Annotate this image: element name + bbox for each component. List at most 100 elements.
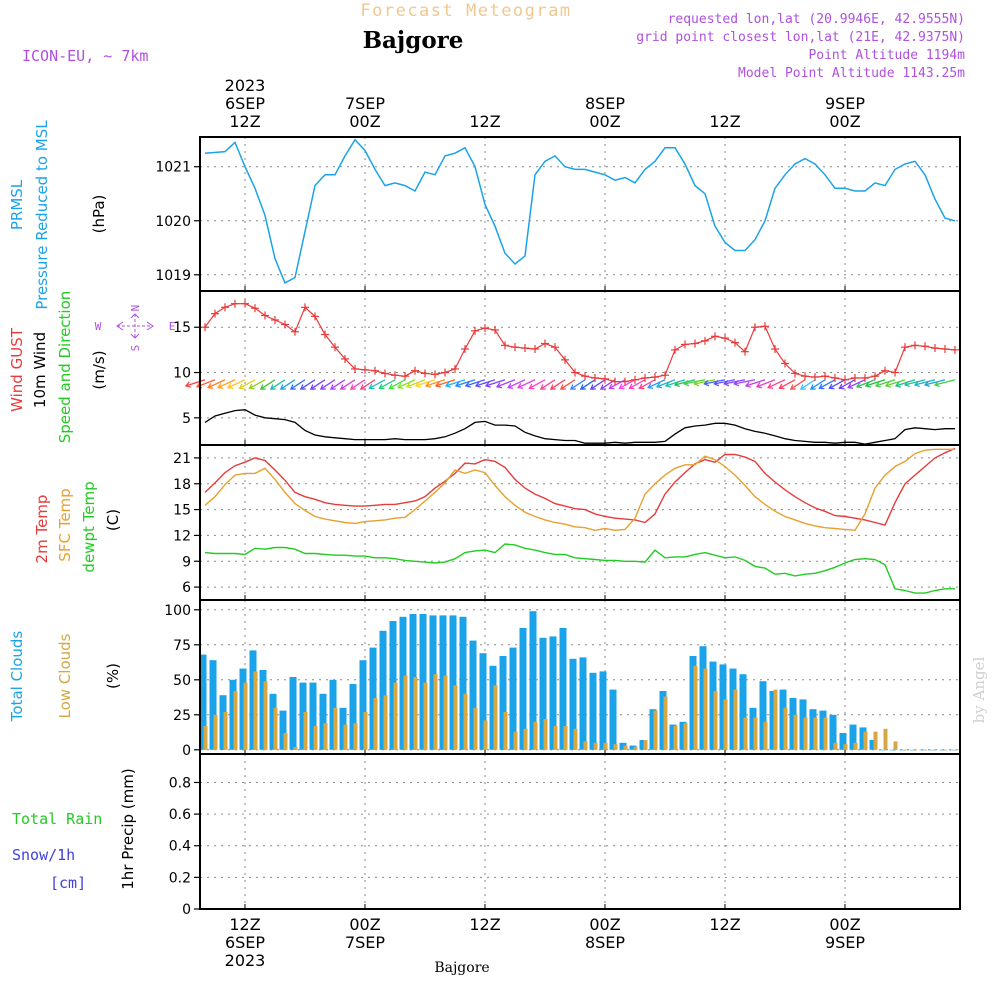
series-sfc-temp-line: [204, 448, 955, 532]
bar-total-clouds: [419, 614, 427, 750]
gust-marker: [291, 327, 299, 336]
bar-total-clouds: [879, 749, 887, 751]
gust-marker: [571, 368, 579, 377]
panel-label: (%): [104, 663, 122, 689]
bottom-time-label: 00Z: [829, 915, 860, 934]
gust-marker: [631, 375, 639, 384]
bar-low-clouds: [433, 674, 438, 750]
top-time-label: 6SEP: [225, 94, 265, 113]
wind-arrow: [809, 379, 826, 390]
bar-low-clouds: [243, 682, 248, 750]
bar-low-clouds: [483, 720, 488, 750]
gust-marker: [401, 372, 409, 381]
bar-total-clouds: [459, 616, 467, 750]
gust-marker: [361, 365, 369, 374]
wind-arrow: [434, 379, 456, 388]
wind-arrow: [847, 379, 866, 389]
gust-marker: [201, 323, 209, 332]
top-time-label: 12Z: [709, 112, 740, 131]
bar-total-clouds: [479, 653, 487, 750]
wind-arrow: [238, 379, 256, 390]
legend-total-rain: Total Rain: [12, 810, 102, 828]
gust-marker: [531, 344, 539, 353]
gust-marker: [681, 340, 689, 349]
bar-low-clouds: [953, 749, 958, 751]
panel-label: Speed and Direction: [56, 291, 74, 444]
gust-marker: [491, 325, 499, 334]
bar-total-clouds: [529, 611, 537, 750]
bar-low-clouds: [673, 726, 678, 750]
bar-total-clouds: [299, 682, 307, 750]
gust-marker: [461, 344, 469, 353]
wind-arrow: [269, 379, 286, 390]
bar-low-clouds: [883, 728, 888, 750]
y-tick-label: 10: [173, 366, 191, 382]
panel-label: Wind GUST: [8, 327, 26, 412]
y-tick-label: 50: [173, 673, 191, 689]
gust-marker: [281, 320, 289, 329]
wind-arrow: [818, 379, 836, 390]
bar-low-clouds: [563, 726, 568, 750]
wind-arrow: [673, 379, 696, 388]
bar-low-clouds: [283, 733, 288, 750]
wind-arrow: [778, 379, 796, 390]
y-tick-label: 0.6: [169, 807, 191, 823]
bar-total-clouds: [439, 615, 447, 750]
bar-total-clouds: [789, 698, 797, 750]
wind-arrow: [767, 379, 786, 389]
gust-marker: [561, 355, 569, 364]
wind-arrow: [855, 379, 876, 389]
legend-snow-unit: [cm]: [50, 874, 86, 892]
bar-low-clouds: [403, 675, 408, 750]
wind-arrow: [424, 379, 446, 388]
gust-marker: [851, 373, 859, 382]
bar-total-clouds: [499, 656, 507, 750]
bar-total-clouds: [409, 614, 417, 750]
wind-arrow: [349, 379, 366, 390]
gust-marker: [211, 309, 219, 318]
bar-low-clouds: [733, 689, 738, 750]
y-tick-label: 1019: [155, 268, 191, 284]
bar-low-clouds: [933, 749, 938, 751]
bar-total-clouds: [899, 749, 907, 751]
gust-marker: [591, 373, 599, 382]
bar-low-clouds: [423, 682, 428, 750]
bar-total-clouds: [319, 693, 327, 750]
bar-total-clouds: [509, 647, 517, 750]
bar-total-clouds: [649, 709, 657, 750]
y-tick-label: 1021: [155, 160, 191, 176]
bar-low-clouds: [223, 712, 228, 750]
bar-total-clouds: [809, 709, 817, 750]
wind-arrow: [579, 379, 596, 390]
gust-marker: [951, 345, 959, 354]
footer-location: Bajgore: [434, 960, 489, 976]
wind-arrow: [289, 379, 306, 390]
bar-low-clouds: [683, 723, 688, 750]
bar-total-clouds: [339, 707, 347, 750]
wind-arrow: [884, 379, 906, 388]
bar-total-clouds: [519, 628, 527, 750]
wind-arrow: [933, 379, 956, 388]
bar-low-clouds: [603, 742, 608, 750]
series-2m-temp-line: [204, 447, 956, 526]
bar-total-clouds: [589, 672, 597, 750]
bar-total-clouds: [779, 689, 787, 750]
wind-arrow: [454, 379, 476, 388]
gust-marker: [941, 344, 949, 353]
bar-total-clouds: [599, 671, 607, 750]
wind-arrow: [723, 379, 746, 387]
bar-total-clouds: [759, 681, 767, 750]
bar-low-clouds: [503, 712, 508, 750]
bar-total-clouds: [659, 691, 667, 750]
bar-total-clouds: [739, 674, 747, 750]
wind-compass-icon: N S W E: [95, 305, 176, 352]
bar-low-clouds: [893, 741, 898, 750]
gust-marker: [371, 366, 379, 375]
bar-total-clouds: [369, 647, 377, 750]
y-tick-label: 100: [164, 603, 191, 619]
wind-arrow: [329, 379, 346, 390]
gust-marker: [731, 338, 739, 347]
series-wind-line: [204, 409, 955, 445]
wind-arrow: [618, 379, 636, 390]
bar-low-clouds: [493, 685, 498, 750]
